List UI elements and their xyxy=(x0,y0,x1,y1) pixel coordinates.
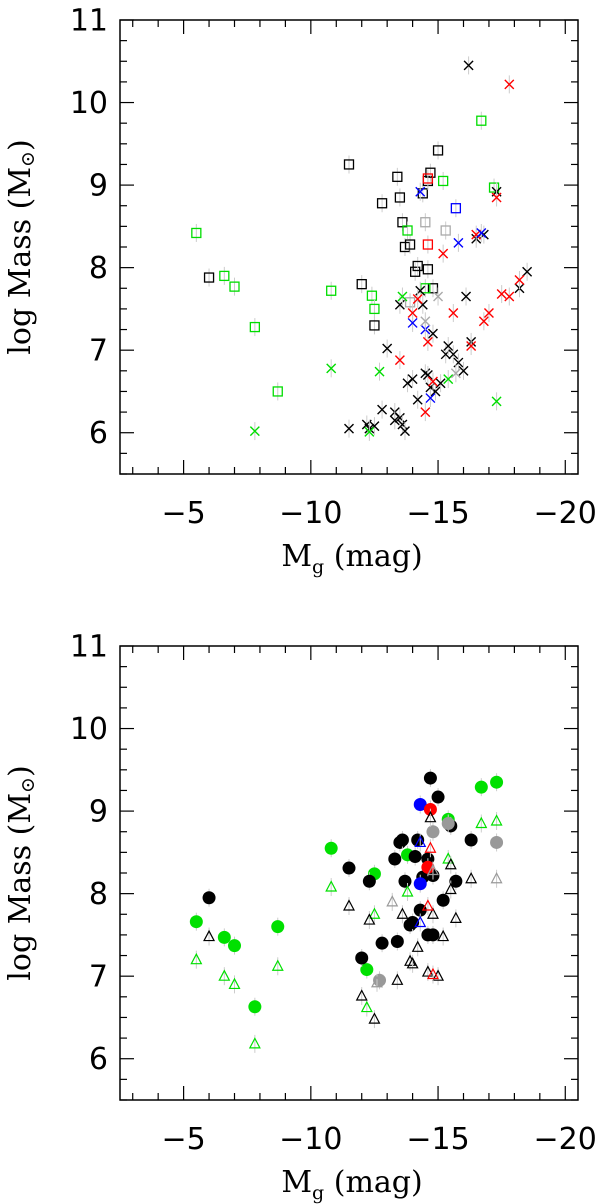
bottom-black-filled-circles-point-21 xyxy=(437,894,450,907)
bottom-black-filled-circles-point-1 xyxy=(343,862,356,875)
top-x-tick-label-0: −5 xyxy=(161,496,205,531)
bottom-black-filled-circles-point-12 xyxy=(409,850,422,863)
top-x-tick-label-3: −20 xyxy=(534,496,597,531)
bottom-y-tick-label-9: 9 xyxy=(89,795,108,830)
bottom-y-tick-label-11: 11 xyxy=(70,630,108,665)
bottom-black-filled-circles-point-20 xyxy=(432,791,445,804)
bottom-grey-filled-circles-point-1 xyxy=(426,825,439,838)
bottom-y-tick-label-6: 6 xyxy=(89,1042,108,1077)
top-y-tick-label-7: 7 xyxy=(89,334,108,369)
bottom-grey-filled-circles-point-3 xyxy=(490,836,503,849)
bottom-black-filled-circles-point-8 xyxy=(391,935,404,948)
bottom-panel: −5 −10 −15 −20 6 7 8 9 10 11 Mg (mag) lo… xyxy=(3,630,597,1204)
bottom-x-axis-label: Mg (mag) xyxy=(281,1165,422,1204)
bottom-green-filled-circles-point-3 xyxy=(248,1000,261,1013)
bottom-x-tick-label-0: −5 xyxy=(161,1122,205,1157)
top-panel: −5 −10 −15 −20 6 7 8 9 10 11 Mg (mag) lo… xyxy=(3,4,597,579)
top-x-tick-label-1: −10 xyxy=(279,496,342,531)
bottom-blue-filled-circles-point-1 xyxy=(414,877,427,890)
top-y-tick-label-8: 8 xyxy=(89,251,108,286)
bottom-black-filled-circles-point-5 xyxy=(388,852,401,865)
bottom-green-filled-circles-point-0 xyxy=(190,915,203,928)
bottom-grey-filled-circles-point-2 xyxy=(442,817,455,830)
bottom-green-filled-circles-point-10 xyxy=(475,781,488,794)
bottom-x-tick-label-3: −20 xyxy=(534,1122,597,1157)
bottom-data-marks xyxy=(190,769,503,1053)
bottom-green-filled-circles-point-6 xyxy=(360,963,373,976)
bottom-green-filled-circles-point-2 xyxy=(228,939,241,952)
bottom-black-filled-circles-point-7 xyxy=(396,833,409,846)
top-y-tick-label-9: 9 xyxy=(89,169,108,204)
top-y-tick-label-6: 6 xyxy=(89,416,108,451)
bottom-black-filled-circles-point-18 xyxy=(424,772,437,785)
bottom-y-tick-label-7: 7 xyxy=(89,960,108,995)
bottom-y-tick-label-8: 8 xyxy=(89,877,108,912)
bottom-black-filled-circles-point-2 xyxy=(355,952,368,965)
bottom-y-axis-label: log Mass (M⊙) xyxy=(3,765,39,980)
top-x-tick-label-2: −15 xyxy=(406,496,469,531)
bottom-black-filled-circles-point-4 xyxy=(376,937,389,950)
bottom-black-filled-circles-point-0 xyxy=(203,891,216,904)
bottom-black-filled-circles-point-9 xyxy=(398,875,411,888)
top-y-tick-label-11: 11 xyxy=(70,4,108,39)
bottom-green-filled-circles-point-5 xyxy=(325,842,338,855)
bottom-black-filled-circles-point-24 xyxy=(465,833,478,846)
bottom-green-filled-circles-point-1 xyxy=(218,931,231,944)
bottom-x-tick-label-2: −15 xyxy=(406,1122,469,1157)
bottom-green-filled-circles-point-4 xyxy=(271,920,284,933)
bottom-y-tick-label-10: 10 xyxy=(70,712,108,747)
bottom-x-tick-label-1: −10 xyxy=(279,1122,342,1157)
bottom-black-filled-circles-point-3 xyxy=(363,875,376,888)
bottom-black-filled-circles-point-25 xyxy=(426,928,439,941)
top-data-marks xyxy=(192,56,532,441)
top-x-axis-label: Mg (mag) xyxy=(281,539,422,578)
bottom-green-filled-circles-point-11 xyxy=(490,776,503,789)
figure: −5 −10 −15 −20 6 7 8 9 10 11 Mg (mag) lo… xyxy=(0,0,600,1204)
top-y-tick-label-10: 10 xyxy=(70,86,108,121)
top-y-axis-label: log Mass (M⊙) xyxy=(3,139,39,354)
